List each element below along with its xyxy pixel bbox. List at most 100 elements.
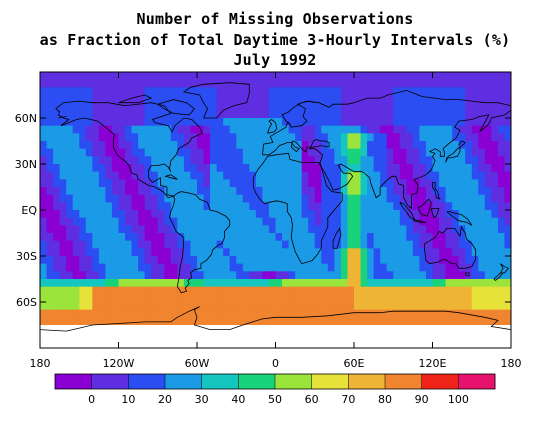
grid-cell bbox=[491, 87, 499, 96]
grid-cell bbox=[268, 309, 277, 318]
grid-cell bbox=[170, 125, 178, 134]
grid-cell bbox=[321, 194, 329, 203]
grid-cell bbox=[157, 118, 165, 127]
grid-cell bbox=[236, 141, 244, 150]
grid-cell bbox=[288, 294, 296, 303]
grid-cell bbox=[406, 95, 414, 104]
grid-cell bbox=[484, 271, 492, 280]
grid-cell bbox=[210, 87, 218, 96]
grid-cell bbox=[111, 340, 120, 348]
grid-cell bbox=[282, 102, 290, 111]
grid-cell bbox=[275, 263, 283, 272]
grid-cell bbox=[40, 171, 48, 180]
grid-cell bbox=[223, 279, 231, 288]
grid-cell bbox=[380, 87, 388, 96]
grid-cell bbox=[242, 340, 250, 348]
grid-cell bbox=[497, 317, 506, 326]
grid-cell bbox=[497, 271, 506, 280]
grid-cell bbox=[125, 256, 133, 265]
grid-cell bbox=[170, 95, 178, 104]
grid-cell bbox=[262, 256, 270, 265]
grid-cell bbox=[354, 302, 362, 311]
grid-cell bbox=[170, 102, 178, 111]
grid-cell bbox=[85, 233, 93, 242]
grid-cell bbox=[46, 248, 54, 257]
grid-cell bbox=[144, 271, 152, 280]
grid-cell bbox=[105, 202, 113, 211]
grid-cell bbox=[79, 194, 87, 203]
grid-cell bbox=[125, 202, 133, 211]
grid-cell bbox=[125, 79, 133, 88]
grid-cell bbox=[72, 125, 80, 134]
grid-cell bbox=[255, 179, 264, 188]
grid-cell bbox=[327, 256, 335, 265]
grid-cell bbox=[275, 225, 283, 234]
grid-cell bbox=[295, 256, 303, 265]
grid-cell bbox=[406, 156, 414, 165]
grid-cell bbox=[412, 102, 421, 111]
grid-cell bbox=[98, 286, 107, 295]
grid-cell bbox=[46, 171, 54, 180]
grid-cell bbox=[491, 110, 499, 119]
grid-cell bbox=[72, 340, 80, 348]
grid-cell bbox=[111, 102, 120, 111]
grid-cell bbox=[373, 110, 381, 119]
grid-cell bbox=[138, 210, 146, 219]
grid-cell bbox=[484, 248, 492, 257]
grid-cell bbox=[190, 110, 198, 119]
grid-cell bbox=[66, 95, 74, 104]
grid-cell bbox=[98, 294, 107, 303]
grid-cell bbox=[504, 194, 511, 203]
grid-cell bbox=[144, 294, 152, 303]
grid-cell bbox=[203, 302, 211, 311]
grid-cell bbox=[229, 263, 237, 272]
grid-cell bbox=[406, 110, 414, 119]
grid-cell bbox=[327, 286, 335, 295]
grid-cell bbox=[334, 271, 342, 280]
grid-cell bbox=[59, 233, 67, 242]
grid-cell bbox=[425, 225, 434, 234]
grid-cell bbox=[177, 325, 185, 334]
grid-cell bbox=[118, 217, 126, 226]
grid-cell bbox=[327, 156, 335, 165]
grid-cell bbox=[406, 171, 414, 180]
grid-cell bbox=[223, 156, 231, 165]
coastline bbox=[262, 89, 511, 155]
grid-cell bbox=[419, 79, 427, 88]
grid-cell bbox=[321, 110, 329, 119]
grid-cell bbox=[229, 210, 237, 219]
grid-cell bbox=[478, 294, 486, 303]
grid-cell bbox=[373, 263, 381, 272]
title-line-3: July 1992 bbox=[233, 51, 317, 69]
grid-cell bbox=[458, 332, 466, 341]
grid-cell bbox=[275, 294, 283, 303]
grid-cell bbox=[295, 95, 303, 104]
grid-cell bbox=[399, 79, 407, 88]
grid-cell bbox=[216, 332, 224, 341]
grid-cell bbox=[439, 332, 447, 341]
grid-cell bbox=[314, 240, 322, 249]
grid-cell bbox=[340, 133, 349, 142]
grid-cell bbox=[92, 302, 100, 311]
grid-cell bbox=[203, 225, 211, 234]
grid-cell bbox=[367, 340, 375, 348]
grid-cell bbox=[275, 271, 283, 280]
grid-cell bbox=[157, 95, 165, 104]
grid-cell bbox=[236, 72, 244, 81]
grid-cell bbox=[92, 332, 100, 341]
grid-cell bbox=[465, 332, 473, 341]
grid-cell bbox=[72, 79, 80, 88]
grid-cell bbox=[301, 125, 309, 134]
grid-cell bbox=[203, 317, 211, 326]
grid-cell bbox=[282, 279, 290, 288]
grid-cell bbox=[406, 210, 414, 219]
grid-cell bbox=[151, 164, 159, 173]
grid-cell bbox=[138, 309, 146, 318]
grid-cell bbox=[340, 263, 349, 272]
grid-cell bbox=[386, 187, 394, 196]
grid-cell bbox=[223, 233, 231, 242]
grid-cell bbox=[380, 271, 388, 280]
grid-cell bbox=[478, 256, 486, 265]
grid-cell bbox=[432, 194, 440, 203]
grid-cell bbox=[177, 225, 185, 234]
